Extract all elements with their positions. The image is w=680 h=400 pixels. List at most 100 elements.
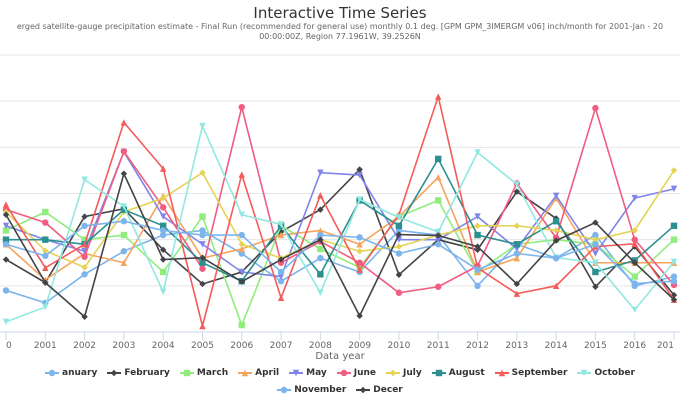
data-point[interactable] [631, 280, 638, 287]
data-point[interactable] [513, 241, 521, 248]
data-point[interactable] [238, 278, 245, 285]
data-point[interactable] [356, 248, 363, 255]
data-point[interactable] [277, 294, 285, 302]
series-line[interactable] [5, 105, 675, 294]
data-point[interactable] [435, 174, 442, 181]
series-line[interactable] [5, 123, 675, 323]
data-point[interactable] [42, 279, 49, 286]
series-line[interactable] [5, 93, 675, 327]
data-point[interactable] [159, 194, 167, 202]
series-line[interactable] [6, 157, 675, 283]
data-point[interactable] [2, 287, 10, 294]
data-point[interactable] [356, 234, 363, 241]
data-point[interactable] [631, 259, 638, 266]
data-point[interactable] [552, 237, 560, 244]
data-point[interactable] [120, 148, 128, 155]
data-point[interactable] [120, 259, 128, 266]
data-point[interactable] [238, 103, 245, 111]
legend-item-november[interactable]: November [277, 383, 346, 397]
data-point[interactable] [81, 313, 88, 320]
data-point[interactable] [670, 185, 678, 193]
data-point[interactable] [159, 288, 167, 296]
data-point[interactable] [474, 243, 481, 250]
data-point[interactable] [199, 259, 206, 266]
data-point[interactable] [435, 241, 442, 248]
data-point[interactable] [2, 201, 10, 208]
data-point[interactable] [513, 181, 521, 188]
data-point[interactable] [42, 219, 49, 226]
data-point[interactable] [435, 228, 442, 236]
data-point[interactable] [552, 218, 560, 225]
data-point[interactable] [199, 122, 206, 130]
data-point[interactable] [631, 273, 638, 280]
series-line[interactable] [5, 199, 675, 328]
data-point[interactable] [120, 248, 128, 255]
data-point[interactable] [81, 213, 88, 220]
data-point[interactable] [317, 227, 324, 234]
data-point[interactable] [435, 232, 442, 239]
legend-item-february[interactable]: February [107, 366, 170, 380]
data-point[interactable] [592, 219, 599, 226]
data-point[interactable] [81, 241, 88, 248]
data-point[interactable] [395, 250, 403, 257]
data-point[interactable] [513, 188, 521, 195]
data-point[interactable] [395, 222, 403, 230]
data-point[interactable] [474, 222, 481, 230]
legend-item-september[interactable]: September [494, 366, 567, 380]
data-point[interactable] [42, 236, 49, 243]
data-point[interactable] [317, 254, 324, 262]
data-point[interactable] [159, 227, 167, 234]
data-point[interactable] [592, 250, 599, 257]
data-point[interactable] [395, 214, 403, 221]
data-point[interactable] [474, 231, 481, 239]
data-point[interactable] [81, 253, 88, 260]
data-point[interactable] [435, 197, 442, 204]
legend-item-august[interactable]: August [431, 366, 485, 380]
data-point[interactable] [317, 271, 324, 278]
series-october[interactable] [2, 122, 678, 326]
data-point[interactable] [159, 246, 167, 254]
data-point[interactable] [199, 254, 206, 261]
data-point[interactable] [317, 289, 324, 296]
data-point[interactable] [2, 211, 10, 218]
data-point[interactable] [199, 322, 206, 330]
data-point[interactable] [356, 196, 363, 203]
data-point[interactable] [42, 247, 49, 254]
data-point[interactable] [670, 258, 678, 266]
data-point[interactable] [552, 282, 560, 290]
data-point[interactable] [631, 227, 638, 234]
data-point[interactable] [42, 208, 49, 216]
data-point[interactable] [513, 254, 521, 262]
data-point[interactable] [238, 231, 245, 239]
data-point[interactable] [159, 256, 167, 263]
data-point[interactable] [435, 93, 442, 100]
data-point[interactable] [395, 243, 403, 250]
data-point[interactable] [395, 289, 403, 296]
data-point[interactable] [317, 245, 324, 253]
data-point[interactable] [474, 266, 481, 273]
series-june[interactable] [2, 103, 678, 296]
data-point[interactable] [2, 236, 10, 243]
data-point[interactable] [159, 165, 167, 172]
data-point[interactable] [238, 245, 245, 253]
data-point[interactable] [199, 241, 206, 248]
series-decer[interactable] [2, 170, 678, 320]
data-point[interactable] [159, 213, 167, 220]
data-point[interactable] [670, 296, 678, 303]
data-point[interactable] [159, 222, 167, 230]
data-point[interactable] [513, 222, 521, 230]
data-point[interactable] [277, 278, 285, 285]
data-point[interactable] [670, 273, 678, 280]
legend-item-april[interactable]: April [238, 366, 279, 380]
data-point[interactable] [81, 248, 88, 255]
data-point[interactable] [42, 303, 49, 311]
data-point[interactable] [356, 312, 363, 320]
series-line[interactable] [5, 171, 675, 319]
data-point[interactable] [42, 264, 49, 272]
data-point[interactable] [277, 273, 285, 280]
legend-item-october[interactable]: October [577, 366, 635, 380]
data-point[interactable] [356, 241, 363, 248]
data-point[interactable] [670, 167, 678, 174]
data-point[interactable] [592, 241, 599, 248]
legend-item-may[interactable]: May [289, 366, 327, 380]
